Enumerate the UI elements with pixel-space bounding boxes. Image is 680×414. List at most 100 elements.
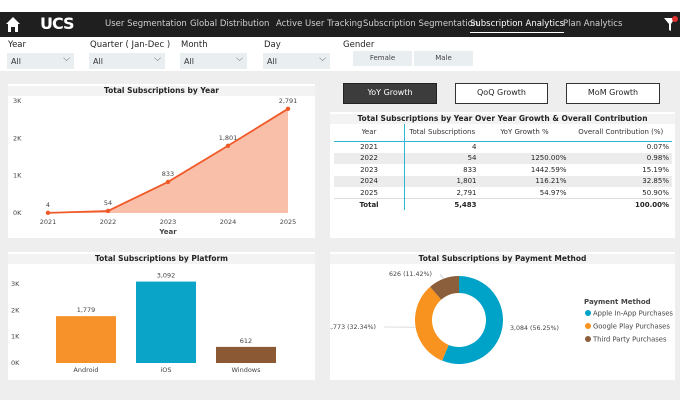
x-tick-label: 2024: [220, 218, 237, 226]
gender-female-button[interactable]: Female: [353, 51, 412, 66]
cell-total: 54: [404, 152, 480, 164]
year-dropdown[interactable]: All ⌵: [7, 53, 74, 69]
data-label: 3,084 (56.25%): [510, 325, 559, 332]
tab-subscription-segmentation[interactable]: Subscription Segmentation: [363, 19, 479, 29]
line-chart-panel: Total Subscriptions by Year 0K 1K 2K 3K 4 202…: [8, 84, 315, 238]
data-point: [285, 106, 291, 112]
x-tick-label: 2022: [100, 218, 117, 226]
y-tick-label: 0K: [13, 209, 22, 217]
growth-table-panel: Total Subscriptions by Year Over Year Gr…: [330, 112, 675, 238]
cell-year: 2023: [360, 165, 378, 174]
bar-chart: 0K 1K 2K 3K 1,779 Android 3,092 iOS 612 Windows: [11, 272, 276, 374]
quarter-dropdown[interactable]: All ⌵: [89, 53, 165, 69]
col-year[interactable]: Year: [334, 124, 404, 142]
data-label: 1,779: [77, 306, 96, 314]
tab-user-segmentation[interactable]: User Segmentation: [105, 19, 187, 29]
tab-subscription-analytics[interactable]: Subscription Analytics: [470, 19, 565, 33]
y-tick-label: 3K: [11, 280, 20, 288]
legend-item: Apple In-App Purchases: [593, 310, 673, 318]
bar-chart-title: Total Subscriptions by Platform: [8, 254, 315, 264]
bar: [216, 346, 276, 363]
chevron-down-icon: ⌵: [236, 54, 243, 64]
chevron-down-icon: ⌵: [154, 54, 161, 64]
cell-yoy: [480, 141, 570, 153]
cell-total-sum: 5,483: [404, 198, 480, 210]
cell-yoy: 1442.59%: [530, 165, 567, 174]
data-label: 3,092: [157, 272, 176, 280]
data-point: [225, 143, 231, 148]
yoy-growth-button[interactable]: YoY Growth: [343, 83, 437, 104]
donut-slice: [442, 276, 503, 364]
y-tick-label: 1K: [13, 172, 22, 180]
cell-year: 2021: [360, 143, 378, 151]
leader-line: [439, 273, 444, 279]
day-filter-label: Day: [264, 40, 281, 50]
bar-chart-panel: Total Subscriptions by Platform 0K 1K 2K 3K…: [8, 252, 315, 380]
data-point: [45, 210, 51, 216]
cell-yoy: 116.21%: [479, 175, 570, 187]
cell-contribution: 50.90%: [642, 188, 669, 197]
year-filter-label: Year: [8, 40, 26, 50]
x-tick-label: 2021: [40, 218, 57, 226]
legend-item: Google Play Purchases: [593, 323, 670, 331]
line-chart-title: Total Subscriptions by Year: [8, 86, 315, 96]
top-nav: UCS User Segmentation Global Distributio…: [0, 12, 680, 37]
cell-yoy: 1250.00%: [479, 152, 570, 164]
tab-global-distribution[interactable]: Global Distribution: [190, 19, 270, 29]
legend-marker: [585, 336, 591, 342]
data-label: 626 (11.42%): [389, 271, 432, 278]
cell-contribution: 0.07%: [646, 143, 669, 151]
y-tick-label: 2K: [11, 306, 20, 314]
month-filter-label: Month: [181, 40, 208, 50]
gender-male-button[interactable]: Male: [414, 51, 473, 66]
day-dropdown[interactable]: All ⌵: [263, 53, 330, 69]
col-yoy-growth[interactable]: YoY Growth %: [479, 124, 570, 142]
legend-title: Payment Method: [584, 298, 651, 306]
table-row: 2022 54 1250.00% 0.98%: [334, 152, 672, 164]
donut-slice: [430, 276, 459, 300]
logo: UCS: [40, 14, 75, 33]
y-tick-label: 3K: [13, 97, 22, 105]
cell-total: 1,801: [404, 175, 480, 187]
home-icon[interactable]: [5, 16, 21, 33]
filter-icon[interactable]: [664, 16, 678, 33]
legend-marker: [585, 323, 591, 329]
table-title: Total Subscriptions by Year Over Year Gr…: [330, 114, 675, 124]
donut-slice: [415, 286, 449, 361]
data-label: 4: [46, 201, 50, 209]
y-tick-label: 0K: [11, 359, 20, 367]
data-label: 612: [240, 337, 252, 345]
cell-total-yoy: [479, 198, 570, 210]
data-label: 1,773 (32.34%): [330, 324, 376, 331]
y-tick-label: 1K: [11, 333, 20, 341]
data-point: [165, 179, 171, 185]
cell-contribution: 15.19%: [642, 165, 669, 174]
table-row: 2025 2,791 54.97% 50.90%: [334, 187, 672, 199]
bar: [56, 316, 116, 363]
mom-growth-button[interactable]: MoM Growth: [566, 83, 660, 104]
bar: [136, 281, 196, 363]
data-label: 1,801: [219, 134, 238, 142]
line-chart: 0K 1K 2K 3K 4 2021 54 2022 833 2023 1,801 2024 2,791…: [13, 97, 297, 236]
cell-year: 2024: [334, 175, 404, 187]
col-total-subscriptions[interactable]: Total Subscriptions: [404, 124, 480, 142]
data-label: 54: [104, 199, 112, 207]
growth-table: Year Total Subscriptions YoY Growth % Ov…: [334, 124, 672, 210]
x-tick-label: 2023: [160, 218, 177, 226]
qoq-growth-button[interactable]: QoQ Growth: [455, 83, 548, 104]
chevron-down-icon: ⌵: [63, 54, 70, 64]
quarter-value: All: [93, 57, 103, 66]
tab-plan-analytics[interactable]: Plan Analytics: [563, 19, 623, 29]
legend-item: Third Party Purchases: [592, 336, 667, 344]
quarter-filter-label: Quarter ( Jan-Dec ): [90, 40, 171, 50]
year-value: All: [11, 57, 21, 66]
tab-active-user-tracking[interactable]: Active User Tracking: [276, 19, 363, 29]
table-total-row: Total 5,483 100.00%: [334, 198, 672, 210]
chevron-down-icon: ⌵: [319, 54, 326, 64]
donut-chart-title: Total Subscriptions by Payment Method: [330, 254, 675, 264]
col-overall-contribution[interactable]: Overall Contribution (%): [569, 124, 672, 142]
month-dropdown[interactable]: All ⌵: [180, 53, 247, 69]
data-point: [105, 208, 111, 214]
table-row: 2021 4 0.07%: [334, 141, 672, 153]
month-value: All: [184, 57, 194, 66]
